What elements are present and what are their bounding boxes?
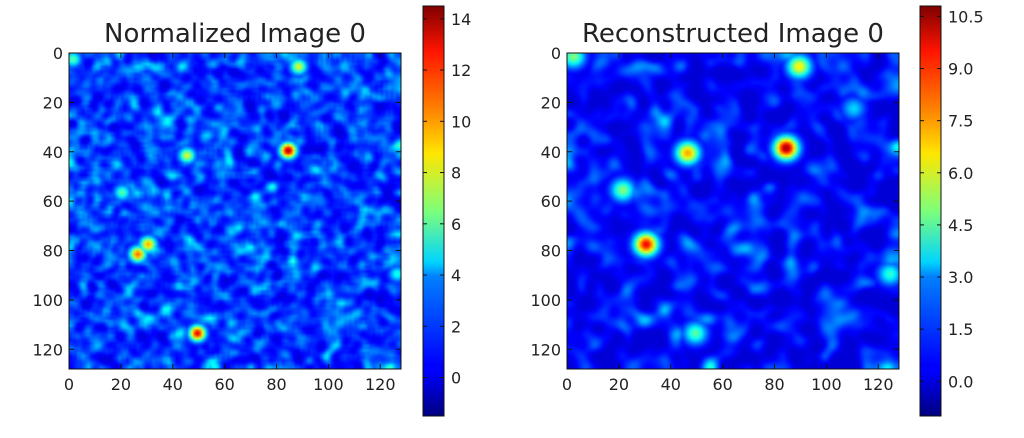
left-xtick-label: 60 (214, 375, 234, 394)
right-colorbar (919, 5, 942, 417)
right-ytick-label: 40 (541, 143, 561, 162)
right-ytick-label: 120 (530, 340, 561, 359)
left-xtick-label: 80 (266, 375, 286, 394)
left-cbar-label: 2 (451, 317, 461, 336)
left-ytick-label: 120 (32, 340, 63, 359)
right-ytick-label: 20 (541, 93, 561, 112)
right-ytick-label: 100 (530, 291, 561, 310)
left-chart-title: Normalized Image 0 (104, 19, 366, 49)
left-cbar-label: 0 (451, 369, 461, 388)
left-ytick-label: 100 (32, 291, 63, 310)
left-heatmap-area (69, 53, 401, 369)
right-xtick-label: 60 (712, 375, 732, 394)
right-xtick-label: 80 (764, 375, 784, 394)
right-xtick-label: 100 (811, 375, 842, 394)
right-ytick-label: 0 (551, 44, 561, 63)
left-cbar-label: 6 (451, 215, 461, 234)
left-cbar-label: 12 (451, 61, 471, 80)
right-cbar-label: 4.5 (948, 216, 973, 235)
right-plot-frame (566, 52, 900, 370)
left-cbar-label: 4 (451, 266, 461, 285)
left-colorbar (422, 5, 445, 417)
left-colorbar-ticks: 0 2 4 6 8 10 12 14 (423, 10, 471, 388)
left-plot-frame (68, 52, 402, 370)
left-ytick-label: 60 (43, 192, 63, 211)
left-ytick-label: 0 (53, 44, 63, 63)
left-ytick-label: 40 (43, 143, 63, 162)
right-chart-title: Reconstructed Image 0 (582, 19, 884, 49)
right-heatmap-area (567, 53, 899, 369)
right-cbar-label: 10.5 (948, 7, 984, 26)
left-xtick-label: 40 (163, 375, 183, 394)
left-xtick-label: 120 (365, 375, 396, 394)
left-chart: Normalized Image 0 0 20 40 60 80 100 120020406… (32, 5, 471, 417)
right-xtick-label: 40 (661, 375, 681, 394)
right-cbar-label: 3.0 (948, 268, 973, 287)
right-ytick-label: 80 (541, 242, 561, 261)
left-cbar-label: 8 (451, 164, 461, 183)
right-ytick-label: 60 (541, 192, 561, 211)
left-xtick-label: 100 (313, 375, 344, 394)
right-cbar-label: 7.5 (948, 112, 973, 131)
left-cbar-label: 10 (451, 112, 471, 131)
right-cbar-label: 0.0 (948, 372, 973, 391)
left-ytick-label: 80 (43, 242, 63, 261)
left-cbar-label: 14 (451, 10, 471, 29)
left-xtick-label: 0 (64, 375, 74, 394)
right-cbar-label: 6.0 (948, 164, 973, 183)
right-xtick-label: 120 (863, 375, 894, 394)
left-ytick-label: 20 (43, 93, 63, 112)
right-xtick-label: 0 (562, 375, 572, 394)
right-cbar-label: 9.0 (948, 60, 973, 79)
right-cbar-label: 1.5 (948, 320, 973, 339)
left-xtick-label: 20 (111, 375, 131, 394)
right-chart: Reconstructed Image 0 0 20 40 60 80 100 120020… (530, 5, 984, 417)
right-colorbar-ticks: 0.0 1.5 3.0 4.5 6.0 7.5 9.0 10.5 (920, 7, 984, 391)
right-xtick-label: 20 (609, 375, 629, 394)
